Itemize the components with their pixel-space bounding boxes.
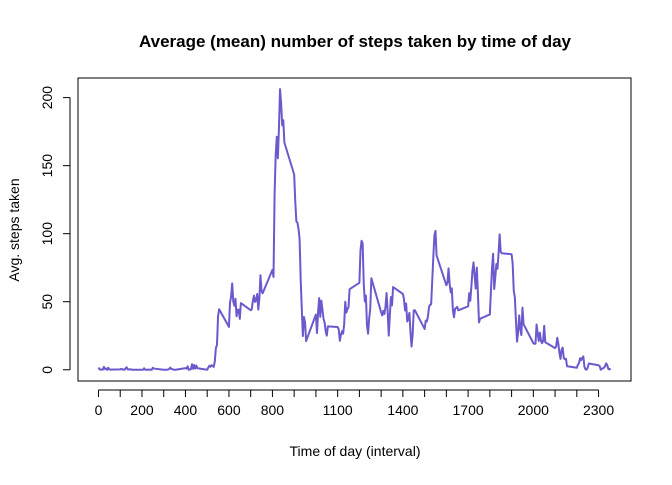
x-axis-label: Time of day (interval) (290, 443, 421, 459)
data-line (97, 88, 612, 371)
x-tick-label: 1700 (453, 402, 484, 418)
y-tick-label: 200 (39, 86, 55, 110)
x-tick-label: 200 (130, 402, 154, 418)
y-tick-label: 0 (39, 366, 55, 374)
x-tick-label: 800 (261, 402, 285, 418)
x-tick-label: 600 (217, 402, 241, 418)
plot-box (77, 77, 632, 382)
y-tick-label: 100 (39, 222, 55, 246)
x-tick-label: 1400 (387, 402, 418, 418)
y-tick-label: 50 (39, 294, 55, 310)
x-tick-label: 2300 (583, 402, 614, 418)
x-tick-label: 400 (174, 402, 198, 418)
y-axis-label: Avg. steps taken (6, 178, 22, 281)
x-tick-label: 0 (95, 402, 103, 418)
x-tick-label: 1100 (323, 402, 353, 418)
chart-title: Average (mean) number of steps taken by … (139, 32, 572, 51)
y-tick-label: 150 (39, 154, 55, 178)
x-tick-label: 2000 (518, 402, 549, 418)
